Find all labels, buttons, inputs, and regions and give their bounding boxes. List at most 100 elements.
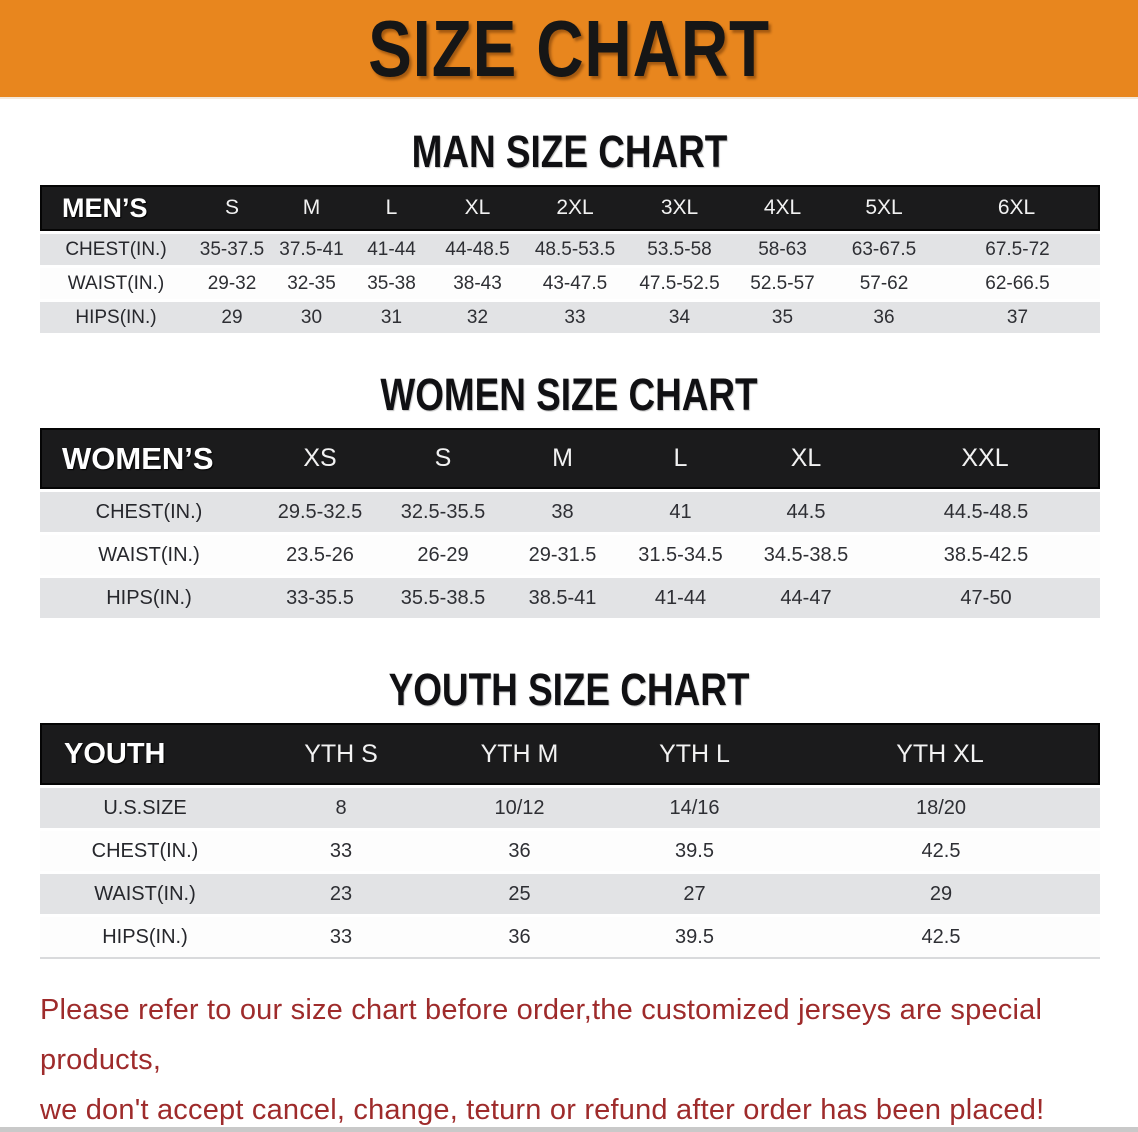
table-cell: 25 — [432, 874, 607, 914]
table-cell: 18/20 — [782, 788, 1100, 828]
table-cell: 48.5-53.5 — [523, 234, 627, 265]
column-header: YTH XL — [782, 723, 1100, 785]
table-cell: 35 — [732, 302, 833, 333]
table-cell: 44.5-48.5 — [872, 492, 1100, 532]
bottom-divider — [0, 1127, 1138, 1132]
table-cell: 14/16 — [607, 788, 782, 828]
table-row: WAIST(IN.) 23.5-26 26-29 29-31.5 31.5-34.5 34… — [40, 535, 1100, 575]
column-header: XL — [432, 185, 523, 231]
youth-section-heading: YOUTH SIZE CHART — [0, 621, 1138, 712]
table-cell: 33-35.5 — [258, 578, 382, 618]
row-label: CHEST(IN.) — [40, 234, 192, 265]
table-cell: 41 — [621, 492, 740, 532]
row-label: WAIST(IN.) — [40, 268, 192, 299]
table-cell: 32.5-35.5 — [382, 492, 504, 532]
women-section-heading: WOMEN SIZE CHART — [0, 336, 1138, 417]
table-row: U.S.SIZE 8 10/12 14/16 18/20 — [40, 788, 1100, 828]
column-header: L — [351, 185, 432, 231]
row-label: CHEST(IN.) — [40, 831, 250, 871]
table-cell: 32-35 — [272, 268, 351, 299]
table-cell: 37 — [935, 302, 1100, 333]
table-cell: 47-50 — [872, 578, 1100, 618]
table-cell: 29-32 — [192, 268, 272, 299]
column-header: XS — [258, 428, 382, 489]
table-cell: 31 — [351, 302, 432, 333]
table-cell: 31.5-34.5 — [621, 535, 740, 575]
section-women: WOMEN SIZE CHART WOMEN’S XS S M L XL XXL CHEST(… — [0, 336, 1138, 621]
table-cell: 39.5 — [607, 917, 782, 959]
table-cell: 43-47.5 — [523, 268, 627, 299]
table-cell: 52.5-57 — [732, 268, 833, 299]
table-cell: 23.5-26 — [258, 535, 382, 575]
table-cell: 36 — [432, 831, 607, 871]
table-cell: 62-66.5 — [935, 268, 1100, 299]
table-group-label: MEN’S — [40, 185, 192, 231]
column-header: 4XL — [732, 185, 833, 231]
row-label: HIPS(IN.) — [40, 917, 250, 959]
table-row: CHEST(IN.) 35-37.5 37.5-41 41-44 44-48.5 48.5… — [40, 234, 1100, 265]
section-men: MAN SIZE CHART MEN’S S M L XL 2XL 3XL 4XL 5XL 6XL… — [0, 99, 1138, 336]
table-cell: 39.5 — [607, 831, 782, 871]
table-cell: 10/12 — [432, 788, 607, 828]
table-cell: 35-38 — [351, 268, 432, 299]
men-section-heading: MAN SIZE CHART — [0, 99, 1138, 174]
table-cell: 58-63 — [732, 234, 833, 265]
column-header: 5XL — [833, 185, 935, 231]
page-title: SIZE CHART — [368, 3, 770, 93]
table-row: HIPS(IN.) 33-35.5 35.5-38.5 38.5-41 41-44 44-… — [40, 578, 1100, 618]
table-cell: 47.5-52.5 — [627, 268, 732, 299]
table-cell: 41-44 — [621, 578, 740, 618]
table-row: WAIST(IN.) 29-32 32-35 35-38 38-43 43-47.5 47.… — [40, 268, 1100, 299]
table-row: WAIST(IN.) 23 25 27 29 — [40, 874, 1100, 914]
column-header: YTH M — [432, 723, 607, 785]
table-row: CHEST(IN.) 33 36 39.5 42.5 — [40, 831, 1100, 871]
section-youth: YOUTH SIZE CHART YOUTH YTH S YTH M YTH L YTH… — [0, 621, 1138, 962]
table-cell: 57-62 — [833, 268, 935, 299]
table-group-label: YOUTH — [40, 723, 250, 785]
table-cell: 27 — [607, 874, 782, 914]
row-label: HIPS(IN.) — [40, 302, 192, 333]
column-header: M — [504, 428, 621, 489]
women-size-table: WOMEN’S XS S M L XL XXL CHEST(IN.) 29.5-32.5 32.5… — [40, 425, 1100, 621]
table-header-row: YOUTH YTH S YTH M YTH L YTH XL — [40, 723, 1100, 785]
table-cell: 32 — [432, 302, 523, 333]
table-cell: 38.5-42.5 — [872, 535, 1100, 575]
table-cell: 36 — [833, 302, 935, 333]
table-cell: 33 — [250, 831, 432, 871]
table-cell: 23 — [250, 874, 432, 914]
table-row: CHEST(IN.) 29.5-32.5 32.5-35.5 38 41 44.5 44.5… — [40, 492, 1100, 532]
row-label: U.S.SIZE — [40, 788, 250, 828]
row-label: WAIST(IN.) — [40, 535, 258, 575]
table-cell: 34 — [627, 302, 732, 333]
women-section-heading-text: WOMEN SIZE CHART — [380, 369, 758, 420]
row-label: WAIST(IN.) — [40, 874, 250, 914]
table-cell: 34.5-38.5 — [740, 535, 872, 575]
table-row: HIPS(IN.) 29 30 31 32 33 34 35 36 37 — [40, 302, 1100, 333]
table-header-row: MEN’S S M L XL 2XL 3XL 4XL 5XL 6XL — [40, 185, 1100, 231]
table-cell: 30 — [272, 302, 351, 333]
men-size-table: MEN’S S M L XL 2XL 3XL 4XL 5XL 6XL CHEST(IN.) 35-37… — [40, 182, 1100, 336]
table-cell: 29 — [782, 874, 1100, 914]
table-cell: 29-31.5 — [504, 535, 621, 575]
table-cell: 35-37.5 — [192, 234, 272, 265]
table-cell: 8 — [250, 788, 432, 828]
disclaimer-line-1: Please refer to our size chart before or… — [40, 994, 1043, 1076]
table-cell: 38 — [504, 492, 621, 532]
row-label: HIPS(IN.) — [40, 578, 258, 618]
column-header: S — [382, 428, 504, 489]
disclaimer-line-2: we don't accept cancel, change, teturn o… — [40, 1093, 1045, 1126]
table-cell: 44-48.5 — [432, 234, 523, 265]
table-header-row: WOMEN’S XS S M L XL XXL — [40, 428, 1100, 489]
column-header: XXL — [872, 428, 1100, 489]
table-cell: 37.5-41 — [272, 234, 351, 265]
column-header: L — [621, 428, 740, 489]
table-row: HIPS(IN.) 33 36 39.5 42.5 — [40, 917, 1100, 959]
column-header: 3XL — [627, 185, 732, 231]
table-cell: 38.5-41 — [504, 578, 621, 618]
column-header: M — [272, 185, 351, 231]
table-cell: 33 — [250, 917, 432, 959]
table-cell: 36 — [432, 917, 607, 959]
table-cell: 44-47 — [740, 578, 872, 618]
table-cell: 67.5-72 — [935, 234, 1100, 265]
